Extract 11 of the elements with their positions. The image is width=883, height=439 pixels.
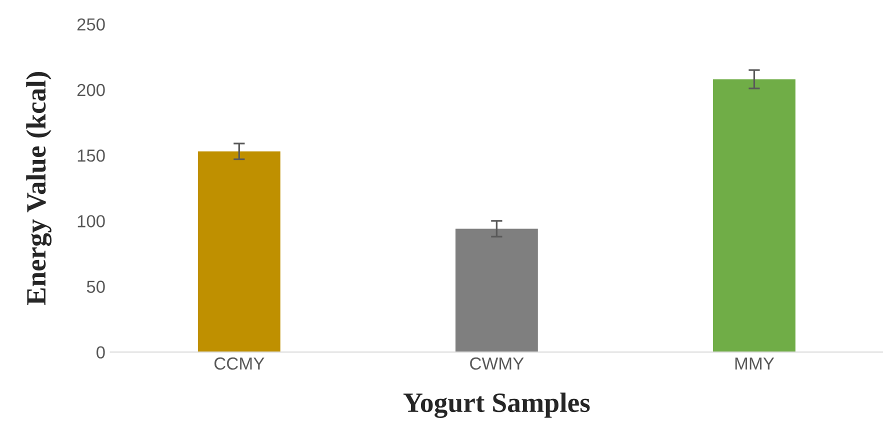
y-tick-label: 250 — [77, 18, 105, 31]
y-tick-label: 200 — [77, 84, 105, 96]
x-tick-label: MMY — [735, 358, 774, 370]
y-tick-label: 50 — [86, 280, 105, 293]
x-axis-title: Yogurt Samples — [403, 392, 590, 418]
y-tick-label: 100 — [78, 215, 105, 228]
y-tick-label: 150 — [78, 149, 105, 162]
x-tick-label: CWMY — [470, 357, 524, 370]
y-axis-title: Energy Value (kcal) — [26, 72, 52, 305]
y-tick-label: 0 — [96, 346, 105, 359]
x-tick-label: CCMY — [214, 357, 264, 370]
